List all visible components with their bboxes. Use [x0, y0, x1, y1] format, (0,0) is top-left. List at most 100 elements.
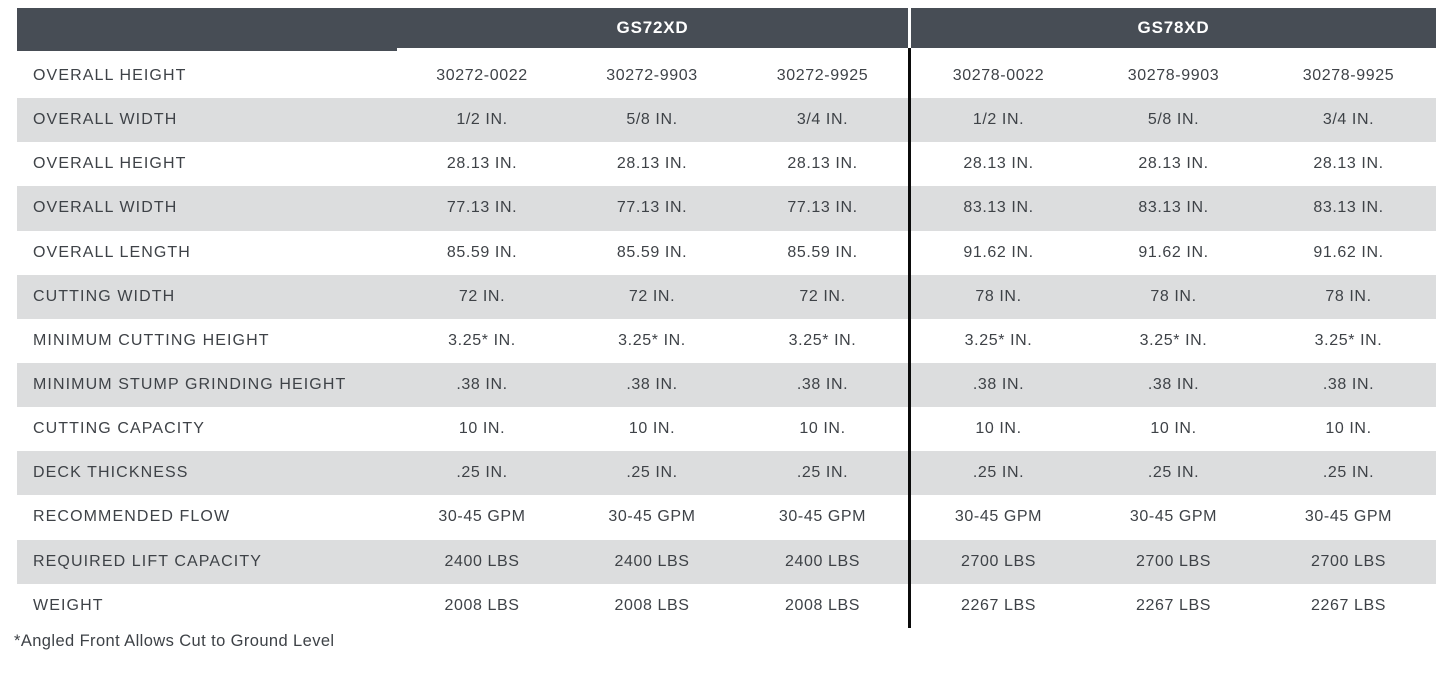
spec-value-cell: 10 IN. — [799, 420, 846, 438]
spec-value-cell: 2008 LBS — [614, 596, 690, 614]
table-row: REQUIRED LIFT CAPACITY 2400 LBS 2400 LBS… — [17, 539, 1436, 584]
spec-value-cell: 30-45 GPM — [1129, 508, 1218, 526]
spec-value-cell: .38 IN. — [1147, 376, 1200, 394]
spec-value-cell: 2400 LBS — [614, 552, 690, 570]
spec-value-cell: 10 IN. — [975, 420, 1022, 438]
spec-value-cell: .38 IN. — [796, 376, 849, 394]
spec-value-cell: 91.62 IN. — [1313, 243, 1384, 261]
spec-value-cell: 2008 LBS — [444, 596, 520, 614]
spec-value-cell: 30-45 GPM — [1304, 508, 1393, 526]
header-group-gs72xd: GS72XD — [397, 8, 908, 48]
spec-value-cell: 30278-0022 — [952, 67, 1045, 85]
spec-value-cell: 85.59 IN. — [616, 243, 688, 261]
spec-value-cell: .25 IN. — [626, 464, 678, 482]
spec-value-cell: 30272-9903 — [606, 67, 698, 85]
spec-value-cell: 3.25* IN. — [448, 331, 516, 349]
spec-value-cell: 3/4 IN. — [796, 111, 849, 129]
table-row: MINIMUM CUTTING HEIGHT 3.25* IN. 3.25* I… — [17, 318, 1436, 363]
table-row: OVERALL WIDTH 77.13 IN. 77.13 IN. 77.13 … — [17, 186, 1436, 231]
spec-value-cell: 30278-9903 — [1127, 67, 1220, 85]
spec-value-cell: 85.59 IN. — [787, 243, 858, 261]
row-label: OVERALL WIDTH — [33, 199, 178, 217]
spec-value-cell: 72 IN. — [799, 287, 846, 305]
spec-value-cell: 3.25* IN. — [1139, 331, 1208, 349]
spec-value-cell: 10 IN. — [1325, 420, 1372, 438]
table-row: MINIMUM STUMP GRINDING HEIGHT .38 IN. .3… — [17, 362, 1436, 408]
spec-value-cell: .25 IN. — [796, 464, 849, 482]
footnote: *Angled Front Allows Cut to Ground Level — [14, 632, 335, 650]
spec-value-cell: 3/4 IN. — [1322, 111, 1375, 129]
row-label: OVERALL WIDTH — [33, 111, 178, 129]
row-label: MINIMUM STUMP GRINDING HEIGHT — [33, 376, 347, 394]
header-group-gs78xd: GS78XD — [911, 8, 1436, 48]
spec-value-cell: .38 IN. — [456, 376, 508, 394]
spec-value-cell: 77.13 IN. — [446, 199, 518, 217]
spec-value-cell: 5/8 IN. — [626, 111, 678, 129]
table-row: OVERALL HEIGHT 30272-0022 30272-9903 302… — [17, 54, 1436, 99]
row-label: MINIMUM CUTTING HEIGHT — [33, 331, 270, 349]
spec-value-cell: 5/8 IN. — [1147, 111, 1200, 129]
table-row: OVERALL WIDTH 1/2 IN. 5/8 IN. 3/4 IN. 1/… — [17, 98, 1436, 143]
row-label: RECOMMENDED FLOW — [33, 508, 231, 526]
spec-value-cell: 2400 LBS — [444, 552, 520, 570]
spec-value-cell: 3.25* IN. — [788, 331, 857, 349]
spec-value-cell: 91.62 IN. — [1138, 243, 1209, 261]
table-row: OVERALL HEIGHT 28.13 IN. 28.13 IN. 28.13… — [17, 142, 1436, 187]
spec-value-cell: 1/2 IN. — [972, 111, 1025, 129]
table-row: WEIGHT 2008 LBS 2008 LBS 2008 LBS 2267 L… — [17, 583, 1436, 628]
spec-value-cell: .38 IN. — [972, 376, 1025, 394]
spec-value-cell: 1/2 IN. — [456, 111, 508, 129]
spec-value-cell: 30-45 GPM — [778, 508, 867, 526]
spec-value-cell: 2700 LBS — [1310, 552, 1387, 570]
spec-value-cell: 72 IN. — [458, 287, 506, 305]
spec-value-cell: 83.13 IN. — [963, 199, 1034, 217]
spec-value-cell: 2700 LBS — [1135, 552, 1212, 570]
spec-value-cell: .25 IN. — [1322, 464, 1375, 482]
spec-value-cell: 78 IN. — [1150, 287, 1197, 305]
spec-value-cell: 2267 LBS — [960, 596, 1037, 614]
table-header-spacer — [17, 8, 397, 51]
header-group-gs78xd-label: GS78XD — [1137, 18, 1210, 37]
table-row: CUTTING WIDTH 72 IN. 72 IN. 72 IN. 78 IN… — [17, 274, 1436, 319]
spec-value-cell: 30-45 GPM — [954, 508, 1043, 526]
spec-value-cell: 2700 LBS — [960, 552, 1037, 570]
spec-value-cell: 10 IN. — [458, 420, 506, 438]
spec-value-cell: 28.13 IN. — [787, 155, 858, 173]
spec-value-cell: 77.13 IN. — [616, 199, 688, 217]
spec-value-cell: 83.13 IN. — [1313, 199, 1384, 217]
spec-value-cell: 30278-9925 — [1302, 67, 1395, 85]
spec-value-cell: 30272-0022 — [436, 67, 528, 85]
row-label: CUTTING WIDTH — [33, 287, 176, 305]
spec-value-cell: .38 IN. — [1322, 376, 1375, 394]
spec-value-cell: 30272-9925 — [776, 67, 869, 85]
table-row: CUTTING CAPACITY 10 IN. 10 IN. 10 IN. 10… — [17, 407, 1436, 452]
spec-value-cell: 2267 LBS — [1135, 596, 1212, 614]
spec-value-cell: 28.13 IN. — [446, 155, 518, 173]
spec-value-cell: 83.13 IN. — [1138, 199, 1209, 217]
header-group-gs72xd-label: GS72XD — [616, 18, 689, 37]
table-row: OVERALL LENGTH 85.59 IN. 85.59 IN. 85.59… — [17, 230, 1436, 275]
spec-value-cell: 85.59 IN. — [446, 243, 518, 261]
spec-value-cell: 28.13 IN. — [963, 155, 1034, 173]
row-label: CUTTING CAPACITY — [33, 420, 205, 438]
spec-value-cell: 30-45 GPM — [438, 508, 526, 526]
spec-value-cell: 28.13 IN. — [1138, 155, 1209, 173]
spec-value-cell: 28.13 IN. — [1313, 155, 1384, 173]
spec-value-cell: 78 IN. — [975, 287, 1022, 305]
spec-value-cell: .25 IN. — [1147, 464, 1200, 482]
spec-value-cell: .38 IN. — [626, 376, 678, 394]
table-body: OVERALL HEIGHT 30272-0022 30272-9903 302… — [17, 54, 1436, 628]
row-label: REQUIRED LIFT CAPACITY — [33, 552, 262, 570]
row-label: WEIGHT — [33, 596, 104, 614]
table-row: RECOMMENDED FLOW 30-45 GPM 30-45 GPM 30-… — [17, 495, 1436, 540]
table-row: DECK THICKNESS .25 IN. .25 IN. .25 IN. .… — [17, 451, 1436, 496]
spec-value-cell: 77.13 IN. — [787, 199, 858, 217]
spec-value-cell: 91.62 IN. — [963, 243, 1034, 261]
spec-value-cell: 3.25* IN. — [964, 331, 1033, 349]
spec-value-cell: 10 IN. — [628, 420, 676, 438]
row-label: OVERALL LENGTH — [33, 243, 191, 261]
spec-value-cell: 3.25* IN. — [1314, 331, 1383, 349]
spec-value-cell: 2400 LBS — [784, 552, 861, 570]
spec-value-cell: .25 IN. — [972, 464, 1025, 482]
